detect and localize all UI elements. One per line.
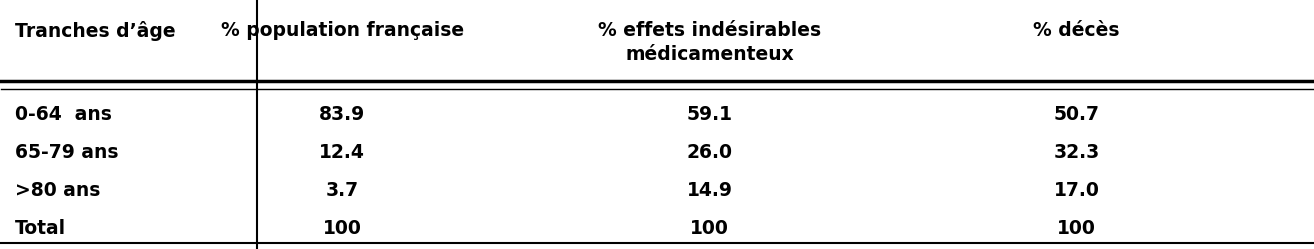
Text: 12.4: 12.4 — [319, 143, 365, 162]
Text: 3.7: 3.7 — [326, 181, 359, 200]
Text: 17.0: 17.0 — [1054, 181, 1100, 200]
Text: 65-79 ans: 65-79 ans — [14, 143, 118, 162]
Text: Tranches d’âge: Tranches d’âge — [14, 21, 175, 41]
Text: 83.9: 83.9 — [319, 105, 365, 124]
Text: % population française: % population française — [221, 21, 464, 40]
Text: % effets indésirables
médicamenteux: % effets indésirables médicamenteux — [598, 21, 821, 63]
Text: >80 ans: >80 ans — [14, 181, 100, 200]
Text: 59.1: 59.1 — [686, 105, 732, 124]
Text: 100: 100 — [1058, 219, 1096, 238]
Text: 100: 100 — [323, 219, 361, 238]
Text: 100: 100 — [690, 219, 729, 238]
Text: 50.7: 50.7 — [1054, 105, 1100, 124]
Text: 32.3: 32.3 — [1054, 143, 1100, 162]
Text: Total: Total — [14, 219, 66, 238]
Text: % décès: % décès — [1033, 21, 1120, 40]
Text: 26.0: 26.0 — [686, 143, 732, 162]
Text: 14.9: 14.9 — [686, 181, 732, 200]
Text: 0-64  ans: 0-64 ans — [14, 105, 112, 124]
